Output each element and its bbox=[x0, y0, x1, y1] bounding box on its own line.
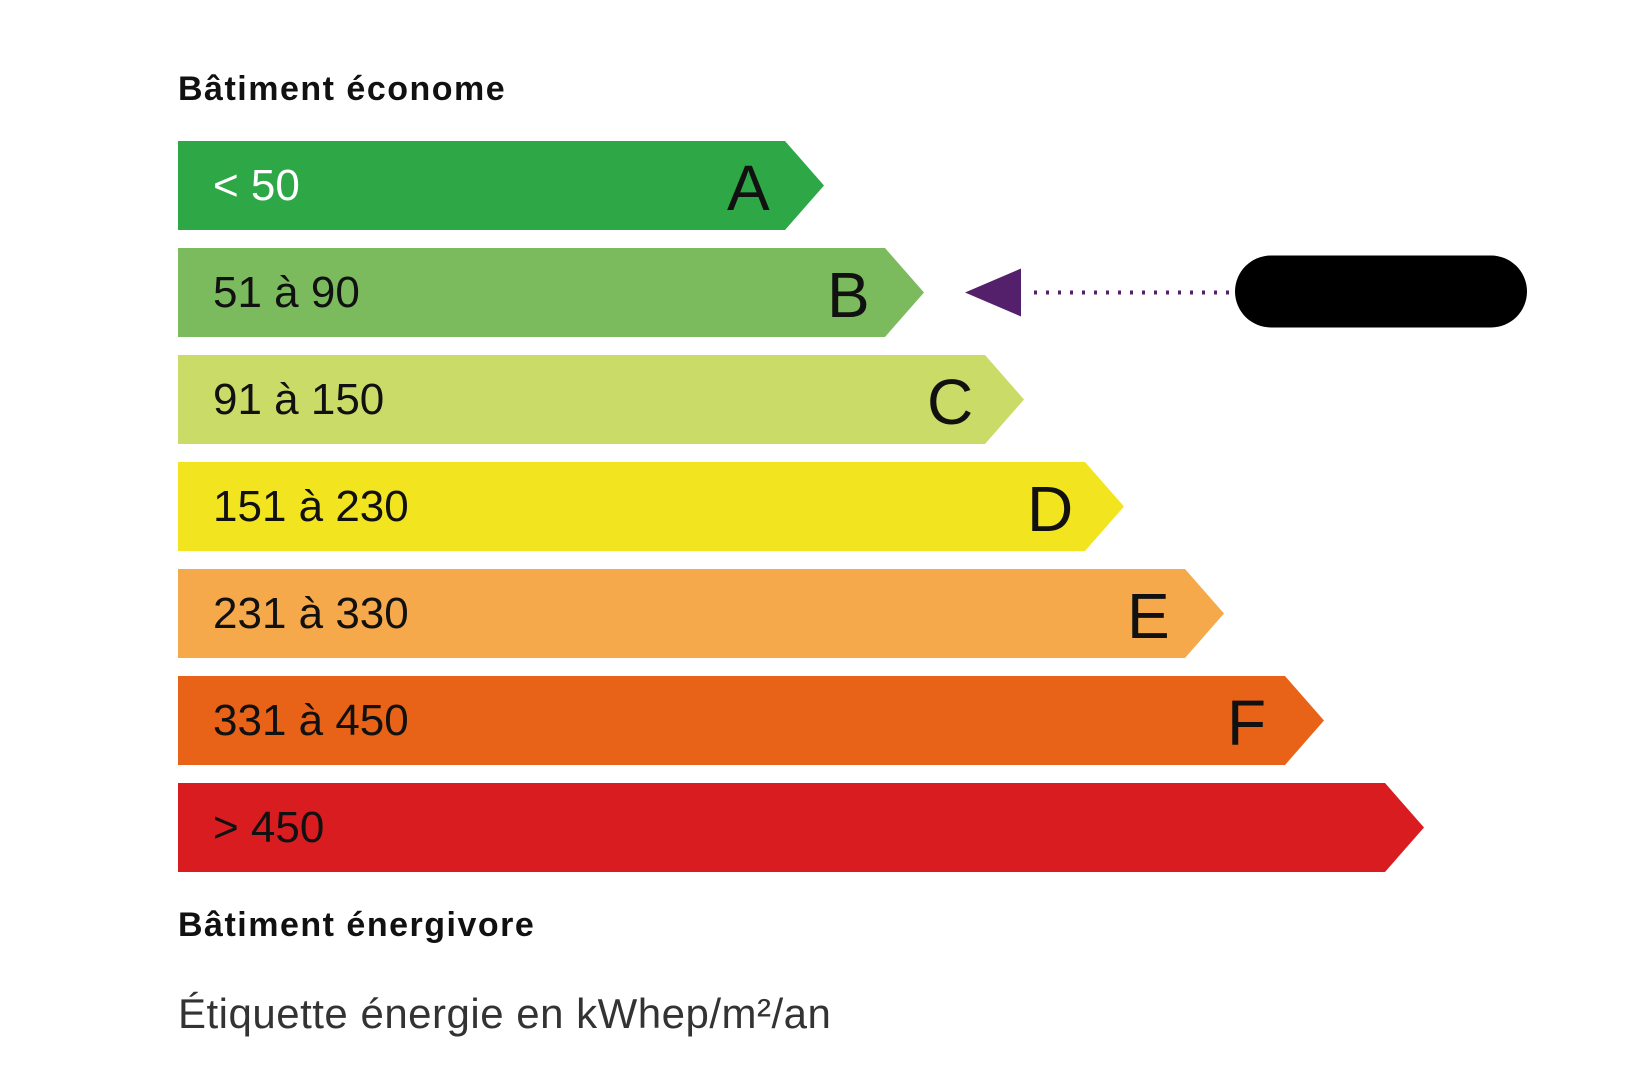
energy-class-letter: A bbox=[727, 152, 770, 224]
energy-bar-f: 331 à 450 F bbox=[178, 676, 1324, 765]
energy-range-label: 331 à 450 bbox=[213, 696, 409, 745]
energy-range-label: 91 à 150 bbox=[213, 375, 385, 424]
energy-range-label: < 50 bbox=[213, 161, 300, 210]
energy-bar-g: > 450 bbox=[178, 783, 1424, 872]
energy-class-letter: F bbox=[1227, 687, 1267, 759]
indicator-arrow-icon bbox=[965, 268, 1021, 317]
redacted-value bbox=[1235, 255, 1527, 328]
energy-range-label: 231 à 330 bbox=[213, 589, 409, 638]
energy-range-label: 151 à 230 bbox=[213, 482, 409, 531]
energy-bar-d: 151 à 230 D bbox=[178, 462, 1124, 551]
energy-bar-a: < 50 A bbox=[178, 141, 824, 230]
energy-bar-c: 91 à 150 C bbox=[178, 355, 1024, 444]
unit-caption: Étiquette énergie en kWhep/m²/an bbox=[178, 990, 832, 1037]
bottom-label: Bâtiment énergivore bbox=[178, 906, 536, 944]
energy-class-letter: B bbox=[827, 259, 870, 331]
energy-bar-e: 231 à 330 E bbox=[178, 569, 1224, 658]
energy-bar-b: 51 à 90 B bbox=[178, 248, 924, 337]
energy-range-label: > 450 bbox=[213, 803, 325, 852]
energy-class-letter: D bbox=[1027, 473, 1074, 545]
top-label: Bâtiment économe bbox=[178, 70, 507, 108]
energy-class-letter: C bbox=[927, 366, 974, 438]
energy-range-label: 51 à 90 bbox=[213, 268, 360, 317]
energy-class-letter: E bbox=[1127, 580, 1170, 652]
